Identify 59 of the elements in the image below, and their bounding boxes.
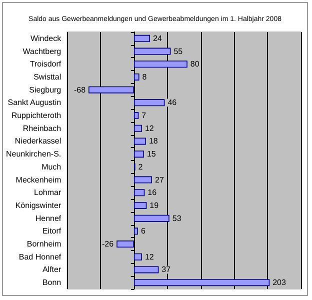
bar: [134, 189, 145, 196]
y-tick-label: Lohmar: [34, 188, 62, 198]
bar: [134, 202, 147, 209]
y-tick-label: Bad Honnef: [18, 252, 62, 262]
data-label: 2: [138, 162, 144, 172]
y-tick-label: Wachtberg: [22, 46, 62, 56]
bar: [134, 150, 144, 158]
bar: [134, 99, 165, 106]
y-tick-label: Niederkassel: [14, 136, 62, 146]
y-tick-label: Bonn: [42, 278, 62, 288]
y-tick-label: Bornheim: [26, 240, 62, 249]
data-label: 7: [142, 111, 147, 120]
bar: [134, 48, 171, 55]
data-label: 46: [168, 98, 178, 108]
y-tick-label: Eitorf: [42, 226, 62, 236]
data-label: 27: [154, 175, 164, 184]
data-label: 53: [172, 214, 182, 223]
y-tick-label: Alfter: [42, 265, 62, 274]
y-tick-label: Swisttal: [34, 72, 62, 82]
data-label: 8: [142, 72, 148, 82]
y-tick-label: Windeck: [30, 34, 62, 43]
bar: [88, 86, 134, 94]
bar: [134, 124, 142, 132]
bar: [134, 266, 159, 274]
bar: [134, 138, 146, 145]
y-tick-label: Troisdorf: [30, 60, 62, 69]
data-label: 19: [150, 200, 160, 210]
data-label: 203: [272, 278, 286, 288]
data-label: 12: [144, 252, 154, 262]
bar: [134, 279, 270, 286]
bar: [134, 253, 142, 260]
bar: [134, 176, 152, 184]
bar: [134, 214, 170, 222]
data-label: 18: [148, 136, 158, 146]
bar: [134, 112, 139, 120]
y-tick-label: Rheinbach: [22, 124, 62, 133]
data-label: 16: [148, 188, 158, 198]
data-label: 37: [162, 265, 172, 274]
bar: [134, 73, 140, 80]
y-tick-label: Siegburg: [29, 85, 62, 94]
y-tick-label: Meckenheim: [16, 175, 62, 184]
y-tick-label: Ruppichteroth: [11, 111, 62, 120]
data-label: 55: [174, 46, 184, 56]
y-tick-label: Sankt Augustin: [8, 98, 62, 108]
bar: [134, 60, 188, 68]
y-tick-label: Königswinter: [15, 200, 62, 210]
y-tick-label: Much: [42, 162, 62, 172]
y-tick-label: Hennef: [35, 214, 62, 223]
data-label: 80: [190, 60, 200, 69]
bar: [134, 228, 138, 235]
data-label: -26: [102, 240, 114, 249]
data-label: 12: [144, 124, 154, 133]
bar: [116, 240, 134, 248]
bar: [134, 34, 150, 42]
data-label: 6: [140, 226, 146, 236]
data-label: 15: [146, 150, 156, 159]
data-label: 24: [152, 34, 162, 43]
data-label: -68: [74, 85, 86, 94]
y-tick-label: Neunkirchen-S.: [6, 150, 62, 159]
